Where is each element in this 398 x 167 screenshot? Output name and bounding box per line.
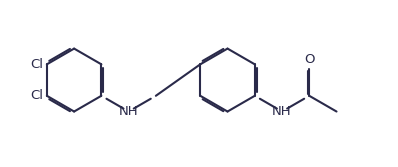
Text: Cl: Cl [30, 89, 43, 102]
Text: Cl: Cl [30, 58, 43, 71]
Text: NH: NH [119, 105, 139, 118]
Text: NH: NH [272, 105, 292, 118]
Text: O: O [304, 53, 314, 66]
